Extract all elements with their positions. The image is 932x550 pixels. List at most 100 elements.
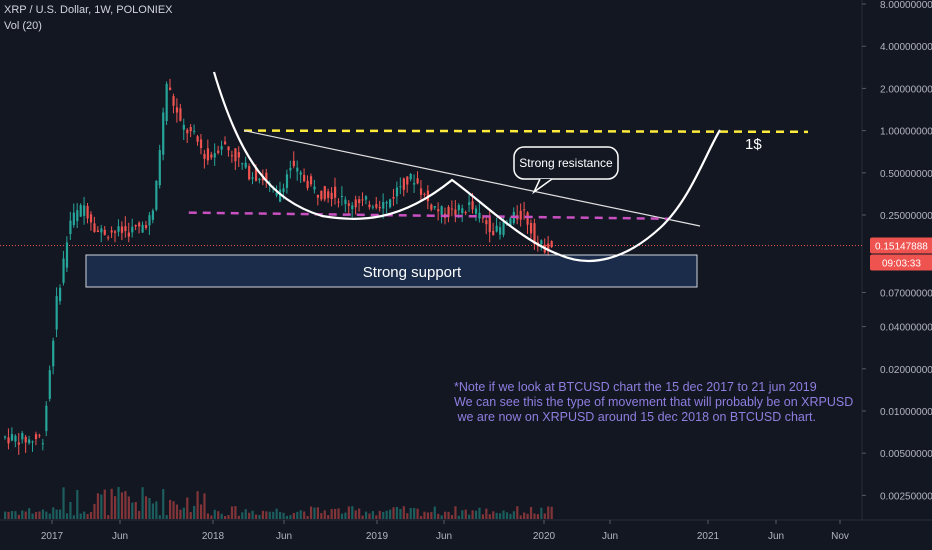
volume-bar — [89, 511, 93, 519]
volume-bar — [320, 513, 323, 519]
candle-body — [454, 209, 457, 216]
volume-bar — [162, 488, 165, 519]
time-tick-label: 2019 — [366, 531, 389, 542]
volume-bar — [103, 489, 106, 519]
volume-bar — [272, 511, 275, 519]
volume-bar — [172, 501, 175, 519]
volume-bar — [52, 507, 55, 519]
candle-body — [334, 186, 337, 198]
volume-bar — [96, 493, 100, 519]
volume-bar — [55, 509, 58, 519]
price-tick-label: 0.02000000 — [880, 365, 932, 376]
candle-body — [468, 202, 471, 205]
candle-body — [69, 220, 72, 234]
volume-bar — [392, 507, 395, 519]
volume-bar — [313, 507, 316, 519]
volume-bar — [182, 507, 185, 519]
volume-bar — [351, 506, 354, 519]
volume-bar — [529, 506, 533, 519]
volume-bar — [464, 509, 467, 519]
candle-body — [59, 287, 62, 302]
candle-body — [519, 210, 522, 220]
candle-body — [258, 178, 261, 181]
volume-bar — [141, 487, 144, 519]
grid — [0, 0, 932, 521]
candle-body — [237, 152, 240, 158]
countdown-tag — [870, 254, 932, 271]
volume-bar — [138, 510, 141, 519]
volume-bar — [230, 506, 234, 519]
candle-body — [450, 208, 454, 210]
volume-bar — [327, 515, 330, 519]
candle-body — [213, 153, 216, 158]
volume-bar — [193, 505, 196, 519]
volume-bar — [120, 492, 124, 519]
candle-body — [248, 166, 251, 180]
volume-bar — [48, 513, 51, 519]
candle-body — [320, 190, 323, 200]
volume-bar — [234, 506, 237, 519]
candle-body — [419, 188, 423, 195]
volume-bar — [547, 506, 550, 519]
price-tick-label: 8.00000000 — [880, 0, 932, 11]
volume-bar — [454, 506, 457, 519]
candle-body — [117, 226, 120, 232]
time-tick-label: 2021 — [697, 531, 720, 542]
volume-bar — [62, 487, 65, 519]
volume-bar — [382, 511, 385, 519]
candle-body — [285, 174, 289, 188]
volume-bar — [21, 510, 24, 519]
volume-bar — [468, 514, 471, 519]
candle-body — [31, 441, 34, 443]
candle-body — [189, 127, 192, 132]
analysis-note: *Note if we look at BTCUSD chart the 15 … — [454, 380, 853, 425]
candle-body — [533, 223, 536, 245]
candle-body — [464, 212, 467, 214]
volume-bar — [361, 515, 364, 519]
candle-body — [481, 217, 485, 219]
price-tick-label: 1.00000000 — [880, 127, 932, 138]
candle-body — [103, 229, 106, 235]
volume-bar — [117, 486, 120, 519]
volume-bar — [34, 511, 38, 519]
volume-bar — [399, 508, 402, 519]
volume-bar — [289, 515, 292, 519]
volume-bar — [83, 511, 86, 519]
candle-body — [457, 205, 460, 211]
volume-bar — [265, 511, 268, 519]
time-axis: 2017 Jun 2018 Jun 2019 Jun 2020 Jun 2021 Jun Nov — [41, 520, 849, 542]
volume-bar — [155, 501, 158, 519]
volume-bar — [127, 496, 130, 519]
candle-body — [433, 206, 436, 208]
candle-body — [227, 146, 230, 151]
volume-bar — [303, 511, 306, 519]
candle-body — [461, 208, 464, 214]
candle-body — [114, 231, 117, 233]
volume-bar — [364, 511, 368, 519]
volume-bar — [282, 512, 285, 519]
volume-bar — [45, 511, 48, 519]
volume-bar — [457, 515, 460, 519]
volume-bar — [340, 513, 344, 519]
candle-body — [55, 296, 58, 330]
volume-bar — [93, 503, 96, 519]
candle-body — [41, 443, 45, 445]
candle-body — [364, 196, 368, 200]
candle-body — [151, 210, 155, 220]
candle-body — [144, 224, 148, 229]
candle-body — [547, 243, 550, 252]
candle-body — [175, 107, 179, 113]
volume-bar — [334, 508, 337, 519]
volume-bar — [279, 512, 282, 519]
volume-bar — [375, 515, 378, 519]
volume-bar — [306, 515, 309, 519]
candle-body — [14, 435, 17, 442]
volume-bar — [347, 506, 350, 519]
volume-bar — [275, 508, 278, 519]
candle-body — [86, 206, 89, 219]
volume-bar — [10, 511, 14, 519]
volume-bar — [316, 507, 320, 519]
candle-body — [526, 212, 529, 225]
candle-body — [306, 180, 309, 189]
